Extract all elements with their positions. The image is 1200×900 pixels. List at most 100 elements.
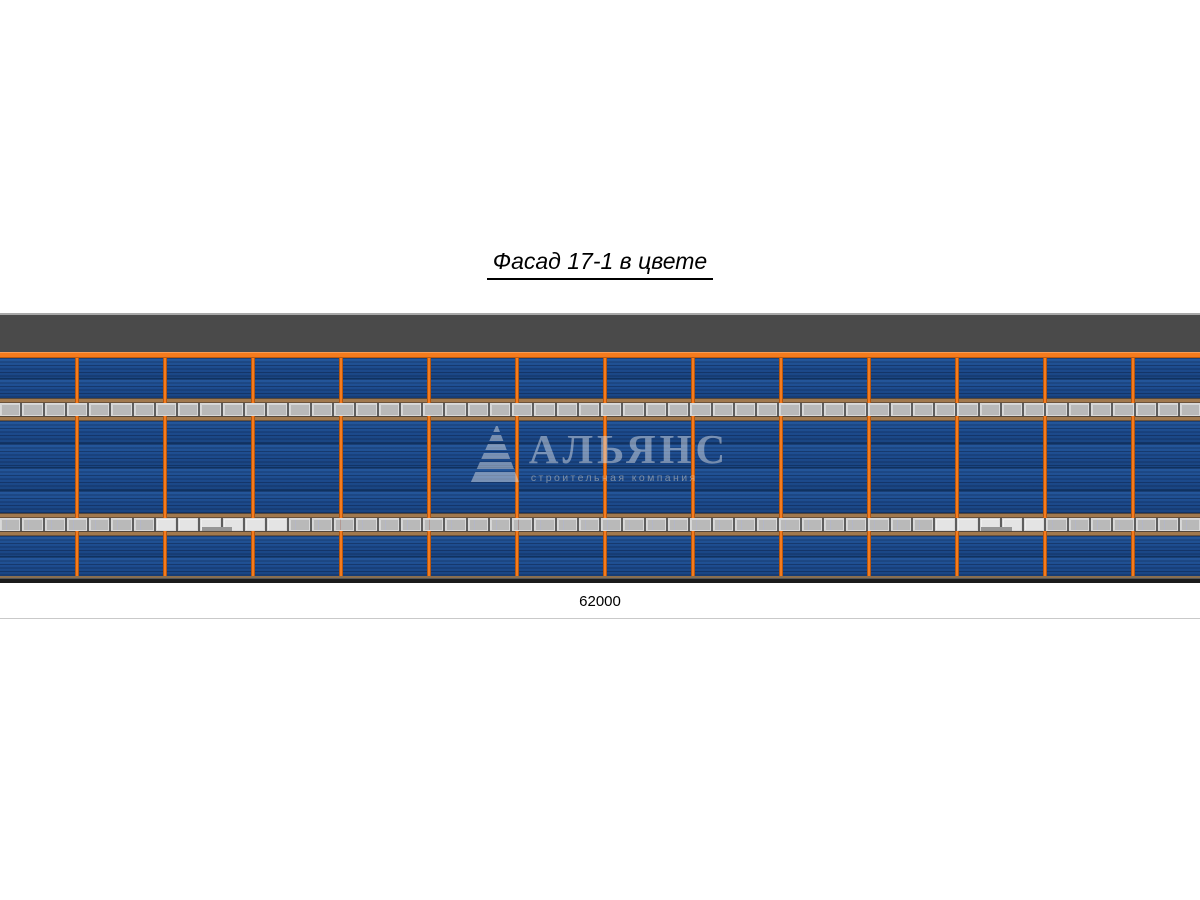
window-pane [621, 403, 644, 416]
window-pane [643, 518, 666, 531]
window-pane [576, 403, 600, 416]
window-pane [198, 403, 221, 416]
window-pane [955, 403, 978, 416]
window-pane [443, 403, 466, 416]
window-vent [202, 527, 233, 531]
orange-mullion [955, 352, 959, 578]
orange-mullion [163, 352, 167, 578]
window-pane [1178, 518, 1200, 531]
dimension-label: 62000 [579, 593, 621, 610]
cladding-row-2 [0, 421, 1200, 513]
window-pane [1133, 518, 1156, 531]
window-pane [1066, 403, 1090, 416]
roof-edge-line [0, 313, 1200, 315]
window-pane [777, 403, 800, 416]
orange-cornice-stripe [0, 352, 1200, 358]
cladding-panel [0, 490, 1200, 513]
window-pane [42, 403, 65, 416]
window-pane [710, 403, 733, 416]
window-pane [1089, 403, 1112, 416]
window-pane [799, 518, 822, 531]
window-pane [398, 403, 422, 416]
window-pane [844, 403, 867, 416]
window-pane [398, 518, 422, 531]
window-pane [910, 403, 934, 416]
window-pane [287, 403, 310, 416]
window-pane [331, 518, 355, 531]
cladding-panel [0, 378, 1200, 398]
window-pane [64, 518, 88, 531]
window-vent [981, 527, 1012, 531]
window-pane [131, 518, 154, 531]
drawing-title-text: Фасад 17-1 в цвете [486, 248, 714, 280]
window-pane [176, 403, 199, 416]
window-pane [732, 403, 756, 416]
window-pane [87, 518, 110, 531]
orange-mullion [75, 352, 79, 578]
parapet-band [0, 315, 1200, 352]
window-pane [376, 403, 399, 416]
window-pane [643, 403, 666, 416]
window-band-2 [0, 513, 1200, 536]
window-pane [487, 403, 511, 416]
window-pane [198, 518, 233, 531]
window-pane [354, 403, 377, 416]
window-pane [1111, 403, 1134, 416]
cladding-panel [0, 421, 1200, 445]
window-pane [242, 518, 266, 531]
window-pane [20, 403, 43, 416]
window-pane [755, 403, 778, 416]
window-pane [109, 403, 132, 416]
window-pane [910, 518, 934, 531]
window-pane [510, 518, 533, 531]
window-pane [42, 518, 65, 531]
window-pane [866, 518, 889, 531]
cladding-panel [0, 467, 1200, 491]
window-pane [265, 403, 288, 416]
window-pane [755, 518, 778, 531]
cladding-panel [0, 358, 1200, 379]
window-band-1 [0, 398, 1200, 421]
window-pane [20, 518, 43, 531]
window-pane [64, 403, 88, 416]
window-pane [777, 518, 800, 531]
orange-mullion [251, 352, 255, 578]
window-pane [220, 403, 243, 416]
window-band-1-bottom-trim [0, 416, 1200, 421]
orange-mullion [779, 352, 783, 578]
window-pane [131, 403, 154, 416]
window-pane [242, 403, 266, 416]
window-pane [510, 403, 533, 416]
cladding-panel [0, 536, 1200, 557]
window-pane [532, 518, 555, 531]
window-pane [465, 518, 488, 531]
window-pane [376, 518, 399, 531]
window-pane [532, 403, 555, 416]
window-pane [933, 518, 956, 531]
cladding-panel [0, 556, 1200, 576]
window-pane [153, 518, 177, 531]
window-pane [465, 403, 488, 416]
window-pane [554, 403, 577, 416]
window-band-2-panes [0, 518, 1200, 531]
window-band-2-bottom-trim [0, 531, 1200, 536]
window-pane [665, 518, 689, 531]
window-pane [665, 403, 689, 416]
window-pane [1155, 403, 1179, 416]
window-pane [109, 518, 132, 531]
window-pane [1022, 518, 1045, 531]
window-pane [1066, 518, 1090, 531]
window-pane [421, 518, 444, 531]
window-pane [1155, 518, 1179, 531]
window-pane [421, 403, 444, 416]
orange-mullion [867, 352, 871, 578]
window-pane [576, 518, 600, 531]
window-pane [1044, 403, 1067, 416]
window-pane [443, 518, 466, 531]
window-pane [1022, 403, 1045, 416]
orange-mullion [1043, 352, 1047, 578]
window-pane [977, 518, 1012, 531]
orange-mullion [1131, 352, 1135, 578]
window-pane [265, 518, 288, 531]
